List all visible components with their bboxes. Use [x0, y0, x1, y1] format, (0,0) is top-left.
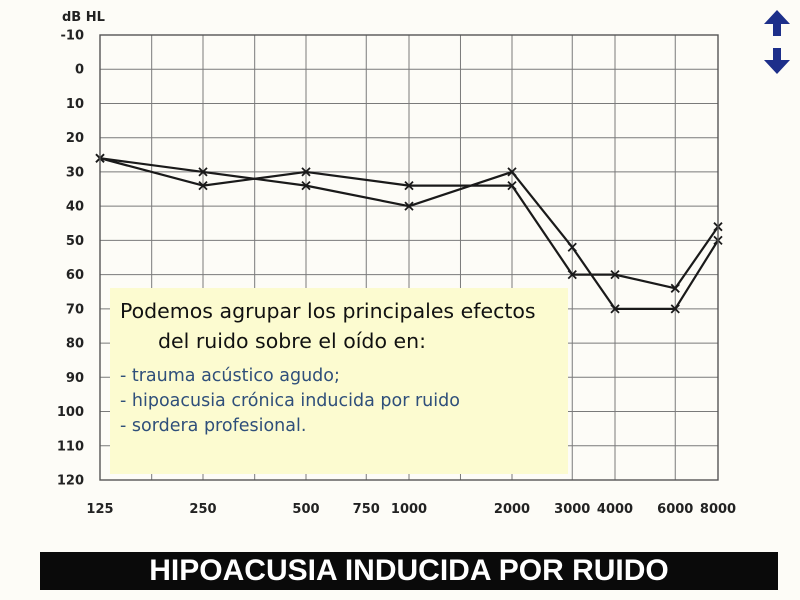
y-tick-label: 50 — [66, 234, 84, 249]
y-tick-label: 60 — [66, 268, 84, 283]
list-item: - sordera profesional. — [120, 416, 307, 436]
x-tick-label: 1000 — [391, 502, 427, 517]
y-tick-label: -10 — [61, 29, 85, 44]
arrow-down-icon[interactable] — [764, 48, 790, 74]
info-callout: Podemos agrupar los principales efectos … — [110, 288, 568, 474]
list-item: - hipoacusia crónica inducida por ruido — [120, 391, 460, 411]
data-point-marker — [507, 167, 517, 177]
data-point-marker — [567, 242, 577, 252]
y-tick-label: 20 — [66, 131, 84, 146]
x-tick-label: 6000 — [657, 502, 693, 517]
x-tick-label: 8000 — [700, 502, 736, 517]
y-tick-label: 40 — [66, 200, 84, 215]
data-point-marker — [404, 180, 414, 191]
y-tick-label: 110 — [57, 439, 84, 454]
callout-list: - trauma acústico agudo; - hipoacusia cr… — [120, 364, 558, 439]
y-tick-label: 30 — [66, 165, 84, 180]
x-tick-label: 125 — [86, 502, 113, 517]
y-tick-label: 120 — [57, 474, 84, 489]
data-point-marker — [198, 180, 208, 191]
callout-intro: Podemos agrupar los principales efectos … — [120, 299, 536, 353]
y-tick-label: 10 — [66, 97, 84, 112]
x-tick-label: 2000 — [494, 502, 530, 517]
data-point-marker — [567, 269, 577, 280]
y-tick-label: 90 — [66, 371, 84, 386]
plot-frame — [99, 34, 719, 481]
data-point-marker — [610, 304, 620, 314]
page-title: HIPOACUSIA INDUCIDA POR RUIDO — [40, 552, 778, 590]
x-tick-label: 250 — [189, 502, 216, 517]
arrow-up-icon[interactable] — [764, 10, 790, 36]
up-down-arrows-icon[interactable] — [762, 8, 792, 76]
y-tick-label: 80 — [66, 337, 84, 352]
data-point-marker — [610, 269, 620, 280]
data-point-marker — [404, 201, 414, 211]
x-tick-label: 750 — [353, 502, 380, 517]
data-point-marker — [670, 283, 680, 293]
y-axis-label: dB HL — [62, 10, 105, 25]
list-item: - trauma acústico agudo; — [120, 366, 340, 386]
data-point-marker — [301, 167, 311, 177]
y-tick-label: 100 — [57, 405, 84, 420]
data-point-marker — [301, 180, 311, 191]
x-tick-label: 3000 — [554, 502, 590, 517]
x-tick-label: 500 — [292, 502, 319, 517]
y-tick-label: 70 — [66, 302, 84, 317]
chart-series — [95, 153, 723, 314]
data-point-marker — [670, 304, 680, 314]
y-tick-label: 0 — [75, 63, 84, 78]
data-point-marker — [198, 167, 208, 177]
x-tick-label: 4000 — [597, 502, 633, 517]
data-point-marker — [507, 180, 517, 191]
